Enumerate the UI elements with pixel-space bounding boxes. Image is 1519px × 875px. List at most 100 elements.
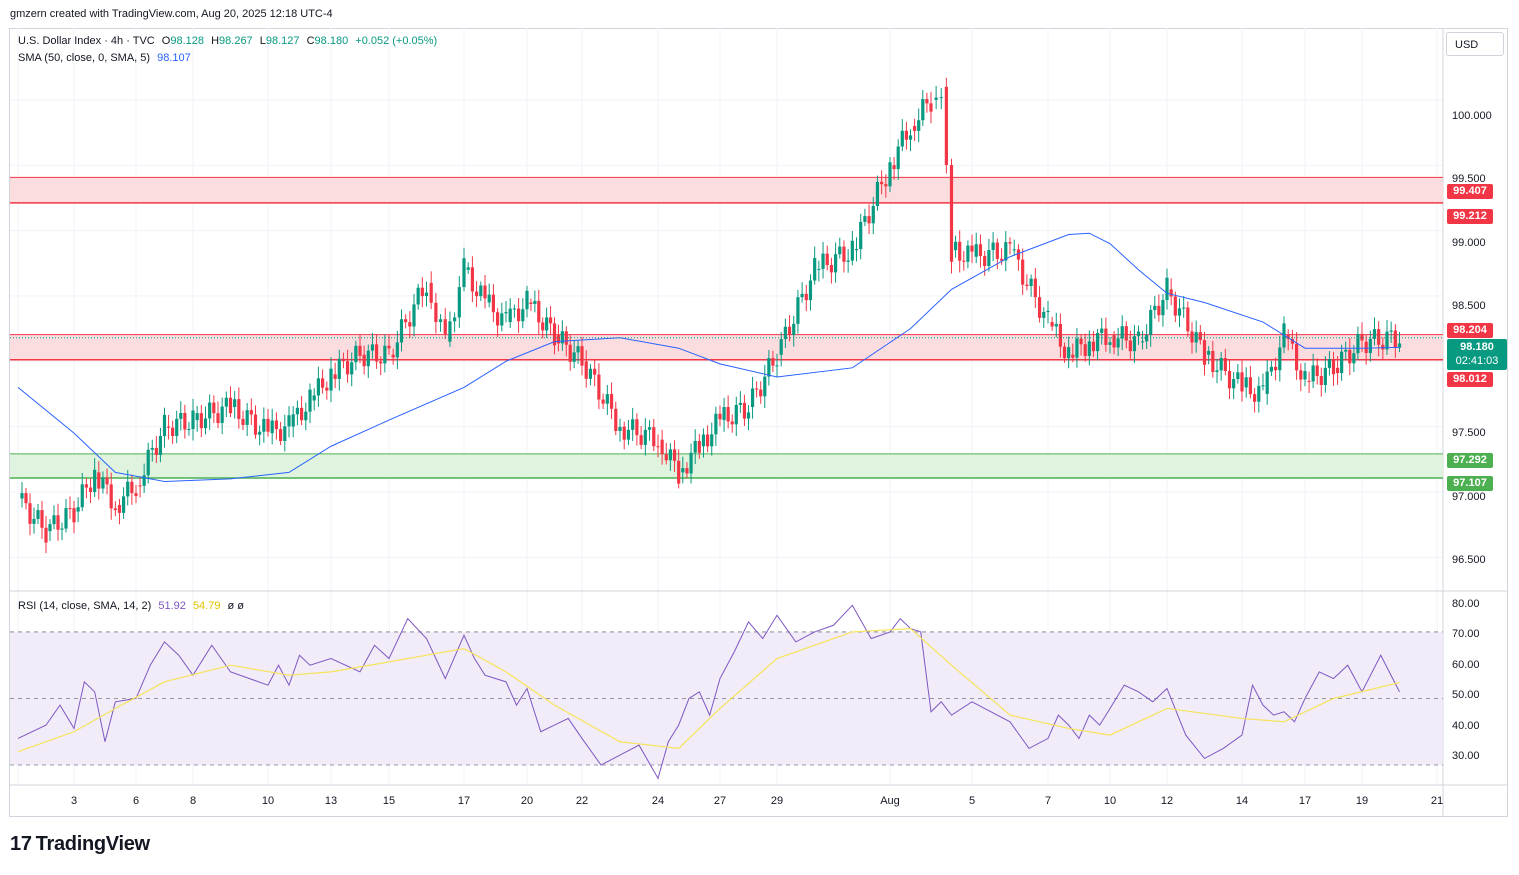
time-tick: 21 bbox=[1430, 795, 1444, 807]
candle-body bbox=[842, 246, 846, 262]
candle-body bbox=[734, 404, 738, 425]
candle-body bbox=[1323, 367, 1327, 385]
candle-body bbox=[48, 524, 52, 532]
sma-label: SMA (50, close, 0, SMA, 5) bbox=[18, 52, 151, 64]
bar-countdown: 02:41:03 bbox=[1455, 355, 1499, 367]
candle-body bbox=[1227, 371, 1232, 389]
candle-body bbox=[1215, 370, 1219, 373]
candle-body bbox=[533, 300, 537, 304]
currency-button[interactable]: USD bbox=[1446, 32, 1504, 56]
time-tick: 14 bbox=[1235, 795, 1249, 807]
candle-body bbox=[1198, 332, 1202, 341]
candle-body bbox=[1186, 307, 1190, 332]
candle-body bbox=[742, 402, 747, 419]
candle-body bbox=[142, 475, 146, 486]
candle-body bbox=[258, 431, 262, 435]
candle-body bbox=[1381, 344, 1385, 350]
candle-body bbox=[660, 439, 664, 455]
candle-body bbox=[270, 420, 274, 434]
candle-body bbox=[552, 323, 557, 346]
candle-body bbox=[249, 410, 253, 415]
candle-body bbox=[80, 484, 84, 508]
candle-body bbox=[783, 326, 787, 340]
candle-body bbox=[287, 415, 291, 427]
candle-body bbox=[726, 407, 730, 422]
candle-body bbox=[643, 429, 647, 445]
time-tick: 20 bbox=[520, 795, 534, 807]
tradingview-logo[interactable]: 17 TradingView bbox=[10, 833, 150, 856]
candle-body bbox=[825, 253, 829, 266]
time-tick: 10 bbox=[1103, 795, 1117, 807]
candle-body bbox=[1120, 326, 1124, 339]
candle-body bbox=[404, 319, 408, 323]
candle-body bbox=[56, 515, 60, 530]
candle-body bbox=[859, 221, 863, 249]
candle-body bbox=[1100, 328, 1104, 333]
candle-body bbox=[701, 434, 706, 447]
candle-body bbox=[672, 449, 677, 461]
open-label: O bbox=[161, 35, 171, 47]
candle-body bbox=[341, 358, 346, 362]
rsi-tick: 40.00 bbox=[1452, 720, 1480, 732]
candle-body bbox=[722, 407, 726, 421]
candle-body bbox=[593, 368, 597, 375]
time-tick: 15 bbox=[382, 795, 396, 807]
candle-body bbox=[138, 485, 142, 487]
candle-body bbox=[1331, 359, 1336, 375]
candle-body bbox=[900, 130, 904, 147]
level-tag-98012: 98.012 bbox=[1447, 372, 1493, 387]
candle-body bbox=[1295, 343, 1299, 371]
candle-body bbox=[1232, 379, 1236, 389]
sma-legend[interactable]: SMA (50, close, 0, SMA, 5) 98.107 bbox=[18, 52, 195, 64]
candle-body bbox=[521, 309, 525, 322]
rsi-tick: 70.00 bbox=[1452, 628, 1480, 640]
candle-body bbox=[833, 254, 838, 273]
candle-body bbox=[1169, 289, 1173, 297]
candle-body bbox=[800, 293, 804, 298]
candle-body bbox=[274, 420, 278, 430]
chart-frame bbox=[9, 28, 1508, 817]
price-tick: 99.000 bbox=[1452, 237, 1486, 249]
candle-body bbox=[1132, 336, 1137, 352]
candle-body bbox=[1067, 347, 1071, 359]
candle-body bbox=[639, 435, 643, 445]
candle-body bbox=[1393, 330, 1397, 348]
candle-body bbox=[483, 285, 487, 299]
candle-body bbox=[508, 308, 512, 323]
candle-body bbox=[1112, 335, 1116, 348]
candle-body bbox=[113, 508, 117, 511]
candle-body bbox=[958, 241, 962, 261]
symbol-title[interactable]: U.S. Dollar Index · 4h · TVC bbox=[18, 35, 155, 47]
candle-body bbox=[1071, 354, 1075, 358]
candle-body bbox=[1108, 342, 1112, 345]
candle-body bbox=[995, 242, 999, 259]
candle-body bbox=[896, 146, 900, 170]
candle-body bbox=[954, 241, 958, 251]
candle-body bbox=[755, 388, 759, 390]
time-tick: 29 bbox=[770, 795, 784, 807]
candle-body bbox=[325, 387, 329, 391]
candle-body bbox=[631, 419, 635, 430]
candle-body bbox=[457, 287, 461, 318]
candle-body bbox=[545, 317, 549, 331]
candle-body bbox=[1368, 338, 1372, 353]
candle-body bbox=[1261, 385, 1265, 387]
resistance-zone bbox=[10, 334, 1443, 360]
candle-body bbox=[746, 412, 751, 419]
candle-body bbox=[408, 322, 412, 327]
candle-body bbox=[548, 317, 553, 324]
candle-body bbox=[429, 282, 433, 303]
candle-body bbox=[1356, 333, 1360, 354]
candle-body bbox=[379, 361, 383, 364]
candle-body bbox=[68, 508, 72, 510]
candle-body bbox=[1140, 341, 1145, 343]
candle-body bbox=[846, 260, 850, 262]
candle-body bbox=[416, 287, 420, 305]
candle-body bbox=[350, 362, 354, 375]
level-tag-99212: 99.212 bbox=[1447, 209, 1493, 224]
candle-body bbox=[966, 245, 970, 262]
candle-body bbox=[925, 99, 929, 104]
low-value: 98.127 bbox=[265, 35, 300, 47]
rsi-legend[interactable]: RSI (14, close, SMA, 14, 2) 51.92 54.79 … bbox=[18, 600, 248, 612]
